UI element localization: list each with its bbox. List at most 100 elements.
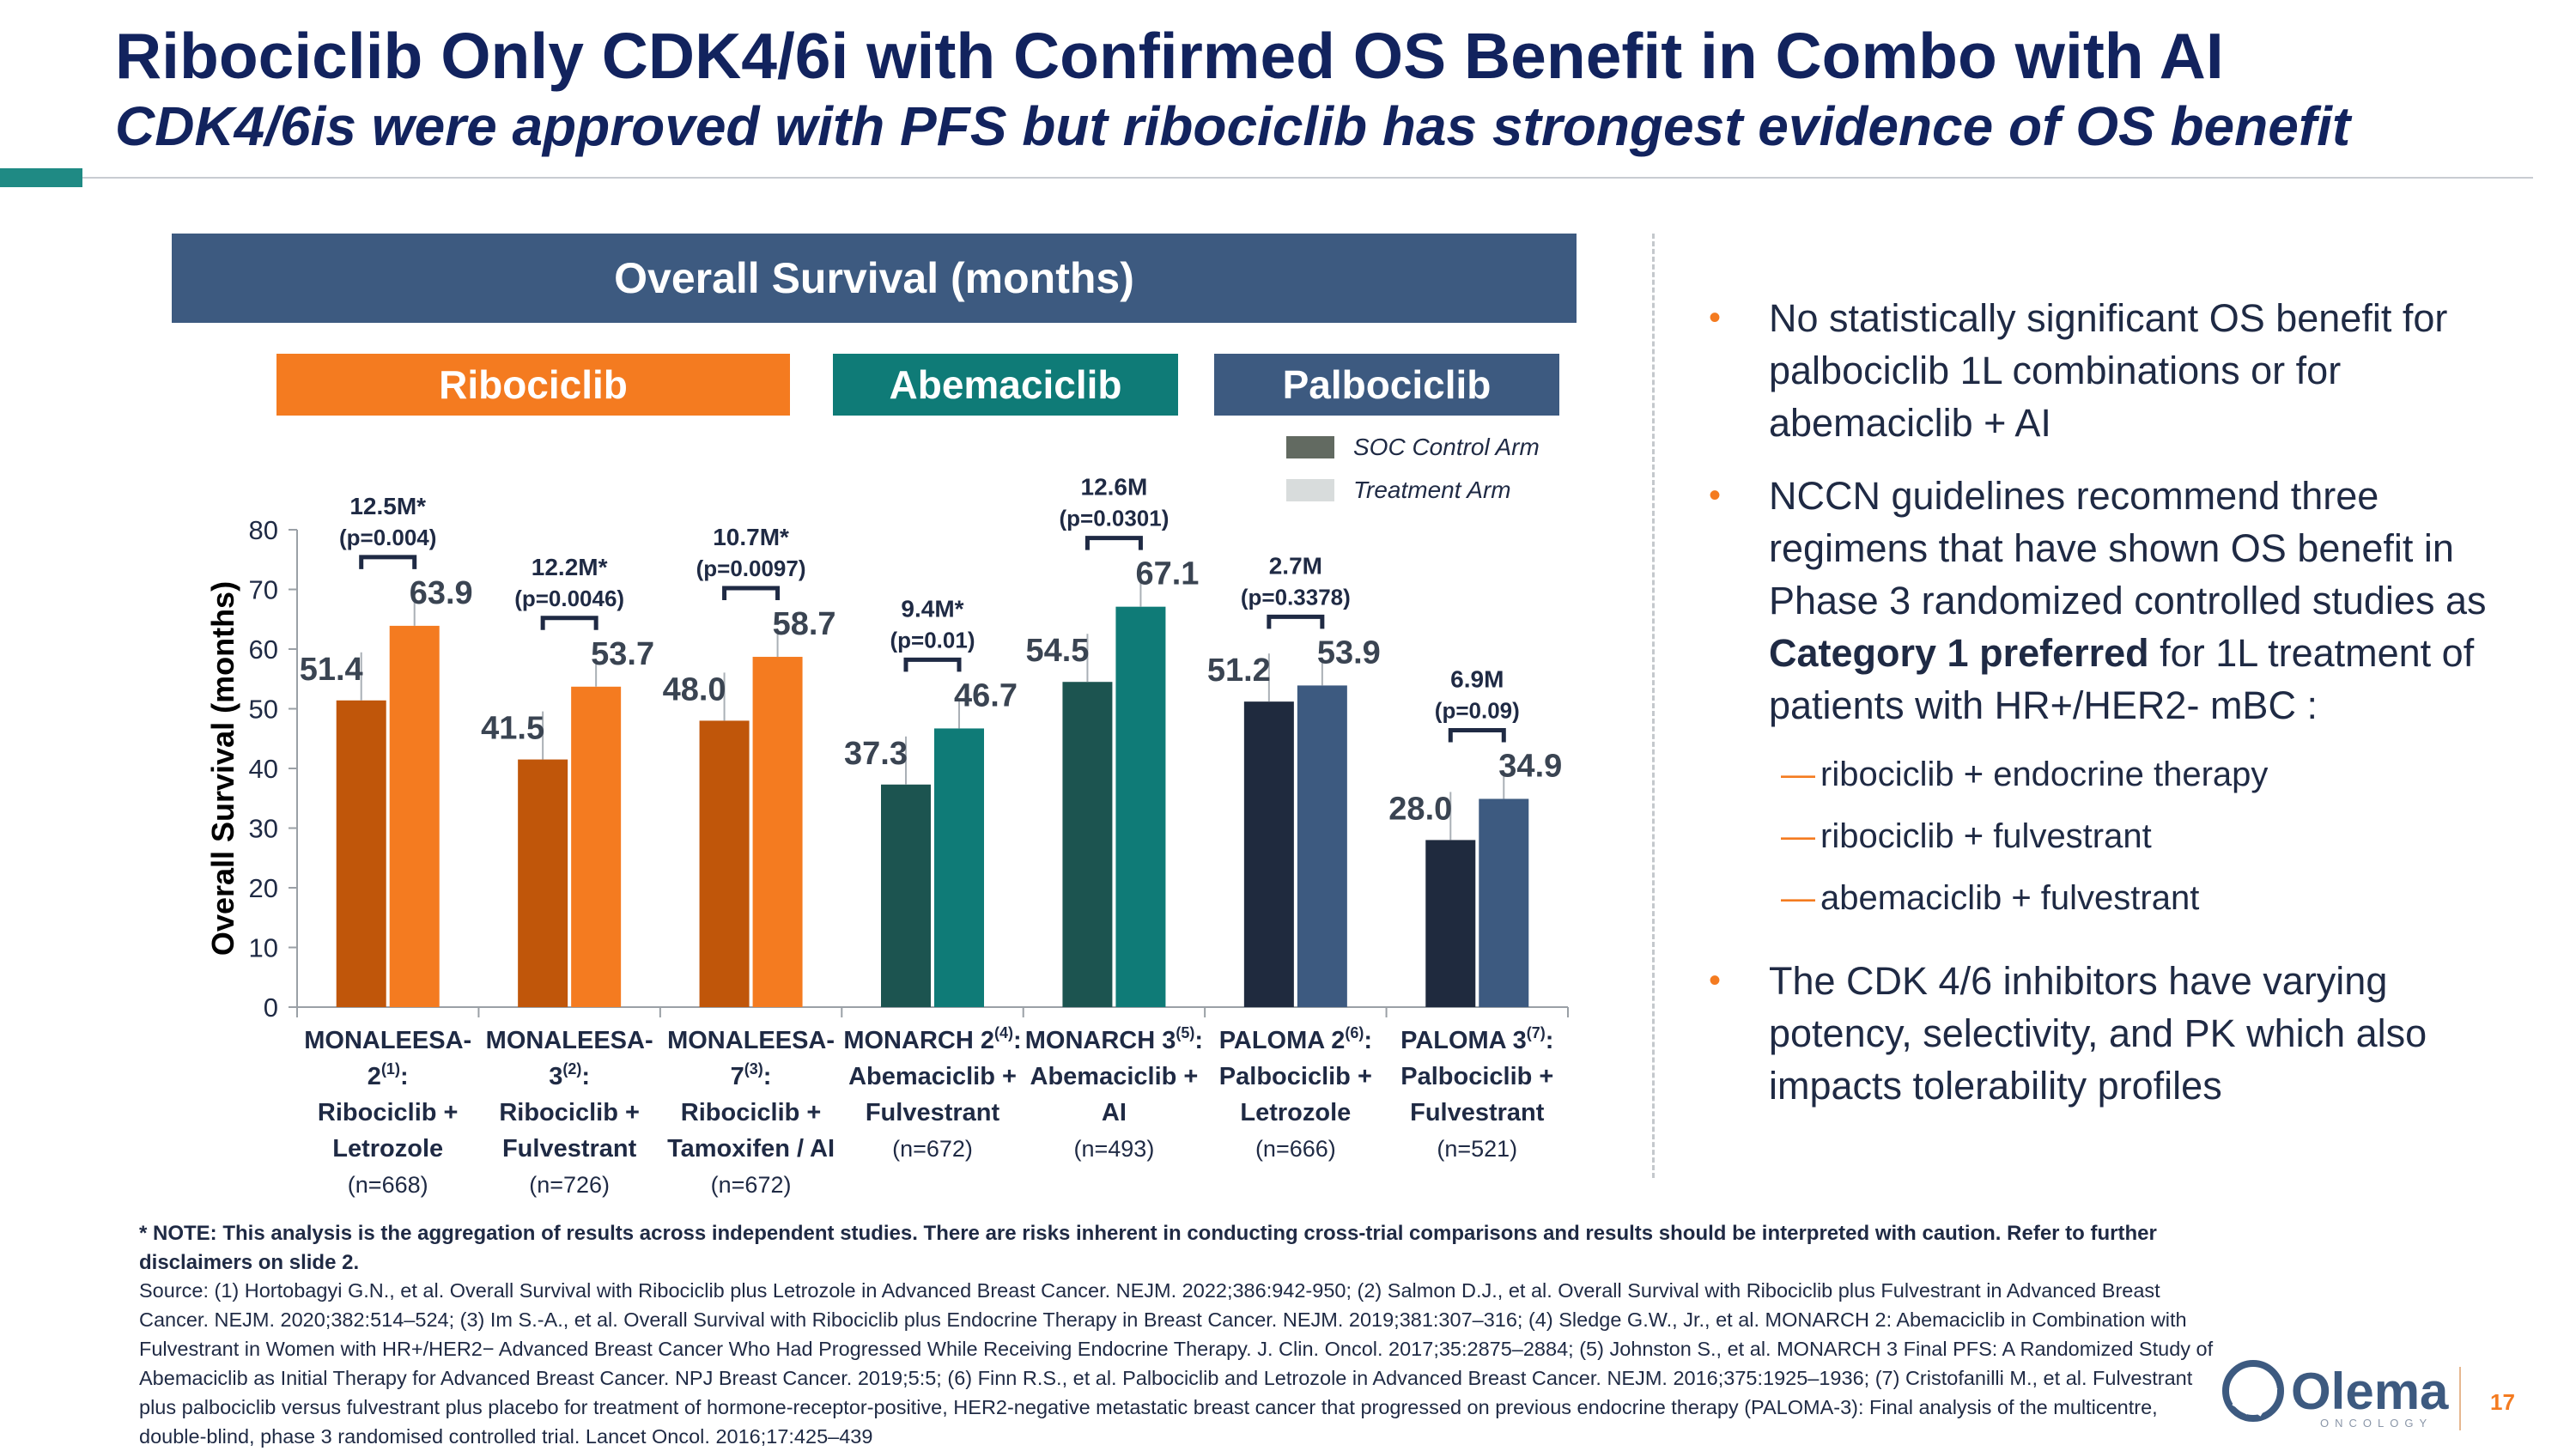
category-label-line: 7(3): [731,1060,772,1090]
legend-label-treatment: Treatment Arm [1353,477,1511,503]
category-label-part: MONARCH 3 [1025,1027,1176,1054]
sample-size-label: (n=666) [1255,1136,1336,1162]
category-label-part: : [1364,1027,1372,1054]
y-tick-label: 50 [249,695,278,725]
value-label-treatment: 58.7 [773,606,836,642]
value-label-soc: 51.4 [300,652,363,688]
category-label-part: Letrozole [1240,1099,1351,1126]
value-label-treatment: 34.9 [1498,748,1562,784]
category-label-part: : [581,1063,590,1090]
sample-size-label: (n=726) [529,1172,610,1198]
category-label-part: : [1546,1027,1554,1054]
value-label-soc: 37.3 [844,736,908,772]
ribociclib-banner: Ribociclib [276,354,790,416]
category-label-line: MONARCH 2(4): [843,1024,1021,1054]
page-title: Ribociclib Only CDK4/6i with Confirmed O… [115,20,2224,92]
category-label-line: Letrozole [332,1135,443,1163]
category-label-part: MONALEESA- [304,1027,471,1054]
category-label-line: Palbociclib + [1219,1063,1372,1090]
bar-treatment-5 [1115,606,1166,1007]
logo-subtitle: ONCOLOGY [2320,1417,2433,1430]
category-label-line: Abemaciclib + [848,1063,1017,1090]
sample-size-label: (n=493) [1074,1136,1155,1162]
delta-bracket [540,616,598,630]
delta-bracket [1084,536,1143,550]
category-label-part: : [1013,1027,1022,1054]
value-label-soc: 28.0 [1388,791,1452,827]
sub-bullet-1: — ribociclib + endocrine therapy [1709,752,2533,797]
header-rule [82,177,2533,179]
category-label-line: PALOMA 2(6): [1219,1024,1372,1054]
category-label-part: Ribociclib + [499,1099,640,1126]
sub-bullet-dash: — [1781,756,1815,793]
disclaimer-note: * NOTE: This analysis is the aggregation… [139,1222,2157,1274]
value-label-treatment: 46.7 [954,677,1018,713]
bar-treatment-4 [934,728,984,1007]
p-value-label: (p=0.004) [339,525,436,550]
category-label-part: Ribociclib + [318,1099,459,1126]
y-tick-label: 40 [249,754,278,784]
page-subtitle: CDK4/6is were approved with PFS but ribo… [115,95,2351,157]
p-value-label: (p=0.0046) [514,586,624,611]
category-label-line: Abemaciclib + [1030,1063,1199,1090]
delta-label: 12.6M [1081,474,1148,501]
sample-size-label: (n=672) [711,1172,792,1198]
category-label-line: Letrozole [1240,1099,1351,1126]
p-value-label: (p=0.0097) [696,556,806,581]
delta-label: 12.2M* [532,554,608,580]
p-value-label: (p=0.09) [1435,697,1520,723]
sub-bullet-2: — ribociclib + fulvestrant [1709,814,2533,859]
y-tick-label: 0 [264,993,278,1023]
page-number: 17 [2490,1389,2515,1415]
sub-bullet-dash: — [1781,817,1815,855]
category-label-line: MONALEESA- [304,1027,471,1054]
bar-treatment-6 [1297,685,1347,1007]
reference-superscript: (6) [1345,1024,1364,1041]
category-label-line: Ribociclib + [318,1099,459,1126]
category-label-part: PALOMA 3 [1400,1027,1527,1054]
reference-superscript: (5) [1176,1024,1194,1041]
y-tick-label: 20 [249,873,278,903]
value-label-treatment: 53.7 [591,636,654,672]
sub-bullet-3-text: abemaciclib + fulvestrant [1820,879,2200,917]
category-label-part: PALOMA 2 [1219,1027,1346,1054]
category-label-part: Fulvestrant [866,1099,1000,1126]
category-label-part: Tamoxifen / AI [667,1135,835,1163]
reference-superscript: (3) [744,1060,763,1078]
p-value-label: (p=0.0301) [1059,506,1169,531]
bullet-3: • The CDK 4/6 inhibitors have varying po… [1709,955,2533,1112]
page-number-separator [2459,1367,2461,1430]
overall-survival-banner: Overall Survival (months) [172,234,1577,323]
bar-soc-2 [518,759,568,1007]
olema-logo-icon [2222,1360,2284,1422]
category-label-line: AI [1102,1099,1127,1126]
bar-soc-4 [881,784,931,1007]
y-axis-label: Overall Survival (months) [205,581,240,956]
value-label-treatment: 63.9 [410,575,473,611]
bullet-dot: • [1709,962,1722,999]
category-label-part: 3 [549,1063,562,1090]
reference-superscript: (1) [381,1060,400,1078]
p-value-label: (p=0.01) [890,627,975,653]
bar-soc-1 [336,700,386,1007]
sample-size-label: (n=672) [892,1136,973,1162]
bullet-2-text-post: for 1L treatment of patients with HR+/HE… [1769,631,2475,727]
category-label-part: : [1194,1027,1203,1054]
bar-treatment-7 [1479,798,1529,1007]
category-label-line: Ribociclib + [681,1099,822,1126]
bar-soc-3 [699,720,750,1007]
sub-bullet-2-text: ribociclib + fulvestrant [1820,817,2152,855]
bullet-dot: • [1709,299,1722,337]
sub-bullet-1-text: ribociclib + endocrine therapy [1820,756,2269,793]
delta-label: 9.4M* [901,595,963,622]
value-label-treatment: 53.9 [1317,634,1381,671]
sub-bullet-3: — abemaciclib + fulvestrant [1709,876,2533,920]
sample-size-label: (n=668) [348,1172,428,1198]
bar-treatment-1 [389,625,440,1007]
bar-soc-6 [1243,701,1294,1007]
category-label-part: Letrozole [332,1135,443,1163]
value-label-soc: 54.5 [1025,633,1089,669]
category-label-part: : [763,1063,772,1090]
bullet-3-text: The CDK 4/6 inhibitors have varying pote… [1769,959,2427,1108]
legend-swatch-soc [1286,436,1334,458]
